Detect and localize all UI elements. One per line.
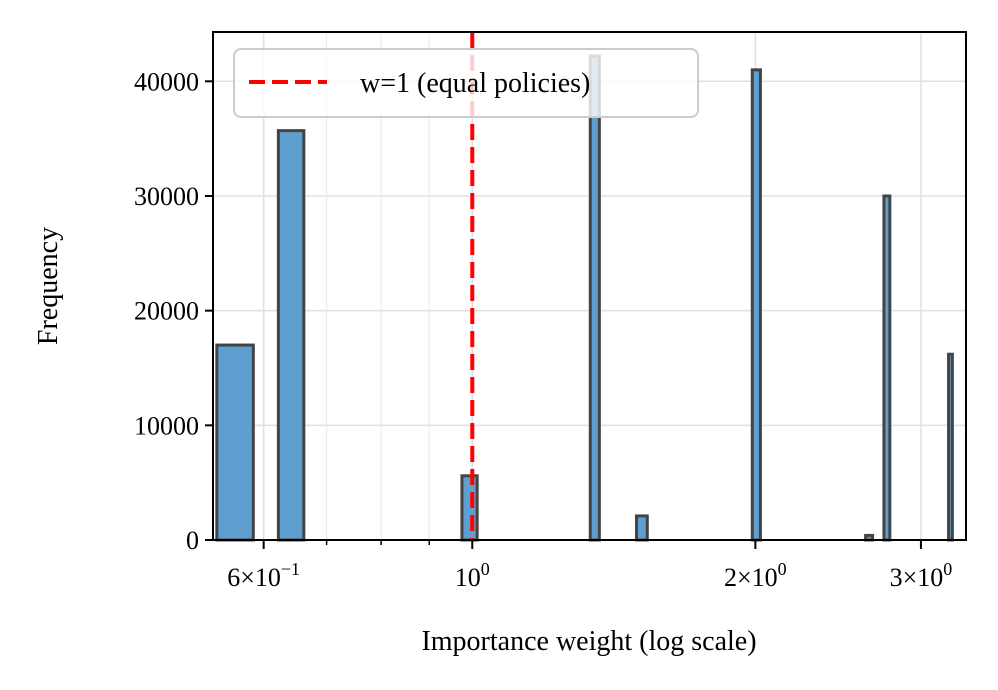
y-tick-label: 40000 <box>134 67 199 96</box>
legend: w=1 (equal policies) <box>233 48 699 118</box>
histogram-bar <box>947 352 954 542</box>
y-axis-title: Frequency <box>33 227 64 345</box>
histogram-bar <box>882 194 892 542</box>
x-tick-base: 10 <box>455 563 481 592</box>
y-axis: 0 10000 20000 30000 40000 <box>134 67 213 555</box>
histogram-bar <box>750 68 762 542</box>
y-tick-label: 30000 <box>134 182 199 211</box>
y-tick-label: 10000 <box>134 411 199 440</box>
x-axis-title: Importance weight (log scale) <box>421 626 756 657</box>
x-tick-exponent: 0 <box>943 559 952 579</box>
x-tick-label: 6×10−1 <box>227 559 300 592</box>
histogram-bar <box>634 514 649 542</box>
x-tick-base: 6×10 <box>227 563 281 592</box>
histogram-bar <box>215 343 255 542</box>
x-tick-base: 3×10 <box>890 563 944 592</box>
x-tick-label: 100 <box>455 559 490 592</box>
histogram-bar <box>460 474 479 542</box>
x-tick-exponent: −1 <box>281 559 300 579</box>
legend-box <box>233 48 699 118</box>
y-tick-label: 20000 <box>134 297 199 326</box>
x-tick-label: 3×100 <box>890 559 953 592</box>
y-tick-label: 0 <box>186 526 199 555</box>
x-tick-label: 2×100 <box>724 559 787 592</box>
x-tick-base: 2×10 <box>724 563 778 592</box>
x-tick-exponent: 0 <box>481 559 490 579</box>
x-tick-exponent: 0 <box>778 559 787 579</box>
histogram-bars <box>215 54 954 542</box>
legend-label: w=1 (equal policies) <box>360 68 590 99</box>
plot-frame <box>212 31 967 541</box>
x-axis: 6×10−1 100 2×100 3×100 <box>227 540 952 592</box>
histogram-bar <box>588 54 601 542</box>
histogram-bar <box>276 129 306 542</box>
